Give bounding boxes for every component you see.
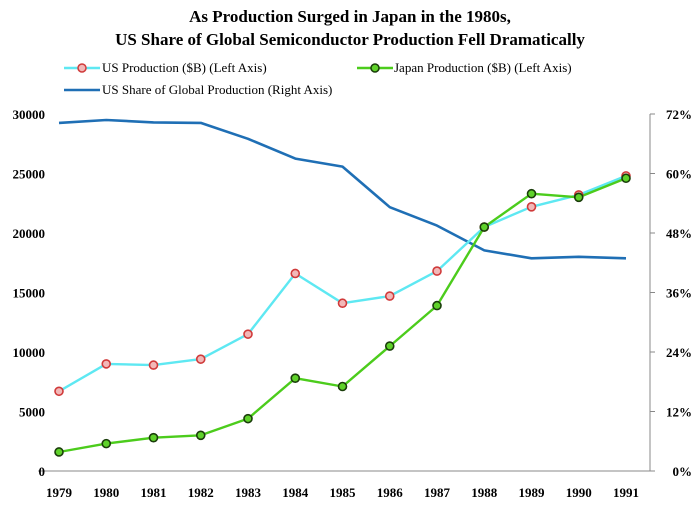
series-line-us-production bbox=[58, 174, 627, 393]
legend-item-japan-production: Japan Production ($B) (Left Axis) bbox=[357, 60, 572, 75]
point-japan-production bbox=[432, 300, 442, 311]
point-japan-production bbox=[573, 192, 584, 203]
left-y-tick-label: 10000 bbox=[13, 345, 46, 360]
point-us-production bbox=[526, 202, 537, 212]
legend-label-japan-production: Japan Production ($B) (Left Axis) bbox=[394, 60, 572, 75]
x-tick-label: 1982 bbox=[188, 485, 214, 500]
x-tick-label: 1984 bbox=[282, 485, 309, 500]
point-japan-production bbox=[479, 222, 490, 232]
left-y-tick-label: 30000 bbox=[13, 107, 46, 122]
right-y-tick-label: 12% bbox=[666, 405, 692, 420]
point-us-production bbox=[384, 291, 395, 301]
point-us-production bbox=[101, 359, 112, 369]
chart-title-line1: As Production Surged in Japan in the 198… bbox=[189, 7, 511, 26]
point-japan-production bbox=[621, 173, 631, 184]
x-tick-label: 1985 bbox=[330, 485, 357, 500]
right-y-tick-label: 36% bbox=[666, 286, 692, 301]
x-tick-label: 1981 bbox=[141, 485, 167, 500]
plot-area bbox=[54, 118, 631, 457]
point-japan-production bbox=[290, 373, 301, 383]
series-line-us-share bbox=[58, 118, 627, 260]
point-us-production bbox=[195, 354, 206, 364]
left-y-tick-label: 15000 bbox=[13, 286, 46, 301]
legend-label-us-production: US Production ($B) (Left Axis) bbox=[102, 60, 267, 75]
point-japan-production bbox=[384, 341, 395, 351]
point-us-production bbox=[148, 360, 159, 370]
x-tick-label: 1980 bbox=[93, 485, 119, 500]
point-us-production bbox=[432, 266, 442, 276]
x-tick-label: 1979 bbox=[46, 485, 73, 500]
legend-label-us-share: US Share of Global Production (Right Axi… bbox=[102, 82, 332, 97]
chart-title-line2: US Share of Global Semiconductor Product… bbox=[115, 30, 585, 49]
x-tick-label: 1987 bbox=[424, 485, 451, 500]
point-japan-production bbox=[243, 413, 253, 424]
legend: US Production ($B) (Left Axis) Japan Pro… bbox=[64, 60, 572, 97]
point-japan-production bbox=[526, 188, 537, 199]
x-tick-label: 1986 bbox=[377, 485, 404, 500]
left-y-tick-label: 25000 bbox=[13, 167, 46, 182]
legend-item-us-production: US Production ($B) (Left Axis) bbox=[64, 60, 267, 75]
x-tick-label: 1990 bbox=[566, 485, 592, 500]
left-y-tick-label: 20000 bbox=[13, 226, 46, 241]
x-tick-label: 1991 bbox=[613, 485, 639, 500]
right-y-tick-label: 0% bbox=[673, 464, 693, 479]
point-japan-production bbox=[195, 430, 206, 441]
right-y-tick-label: 60% bbox=[666, 167, 692, 182]
point-us-production bbox=[54, 386, 64, 397]
point-japan-production bbox=[337, 381, 348, 392]
series-line-japan-production bbox=[58, 177, 627, 454]
legend-marker-japan-production bbox=[370, 63, 380, 73]
point-japan-production bbox=[101, 438, 112, 449]
x-tick-label: 1988 bbox=[471, 485, 498, 500]
x-tick-label: 1983 bbox=[235, 485, 262, 500]
point-us-production bbox=[243, 329, 253, 339]
legend-marker-us-production bbox=[77, 63, 87, 73]
x-tick-label: 1989 bbox=[519, 485, 546, 500]
left-y-tick-label: 0 bbox=[39, 464, 46, 479]
legend-item-us-share: US Share of Global Production (Right Axi… bbox=[64, 82, 332, 97]
right-y-tick-label: 24% bbox=[666, 345, 692, 360]
axes: 1979 1980 1981 1982 1983 1984 1985 1986 1987 1988… bbox=[13, 107, 693, 500]
left-y-tick-label: 5000 bbox=[19, 405, 45, 420]
point-us-production bbox=[290, 268, 301, 279]
right-y-tick-label: 48% bbox=[666, 226, 692, 241]
right-y-tick-label: 72% bbox=[666, 107, 692, 122]
point-japan-production bbox=[54, 447, 64, 457]
point-japan-production bbox=[148, 432, 159, 443]
point-us-production bbox=[337, 298, 348, 309]
